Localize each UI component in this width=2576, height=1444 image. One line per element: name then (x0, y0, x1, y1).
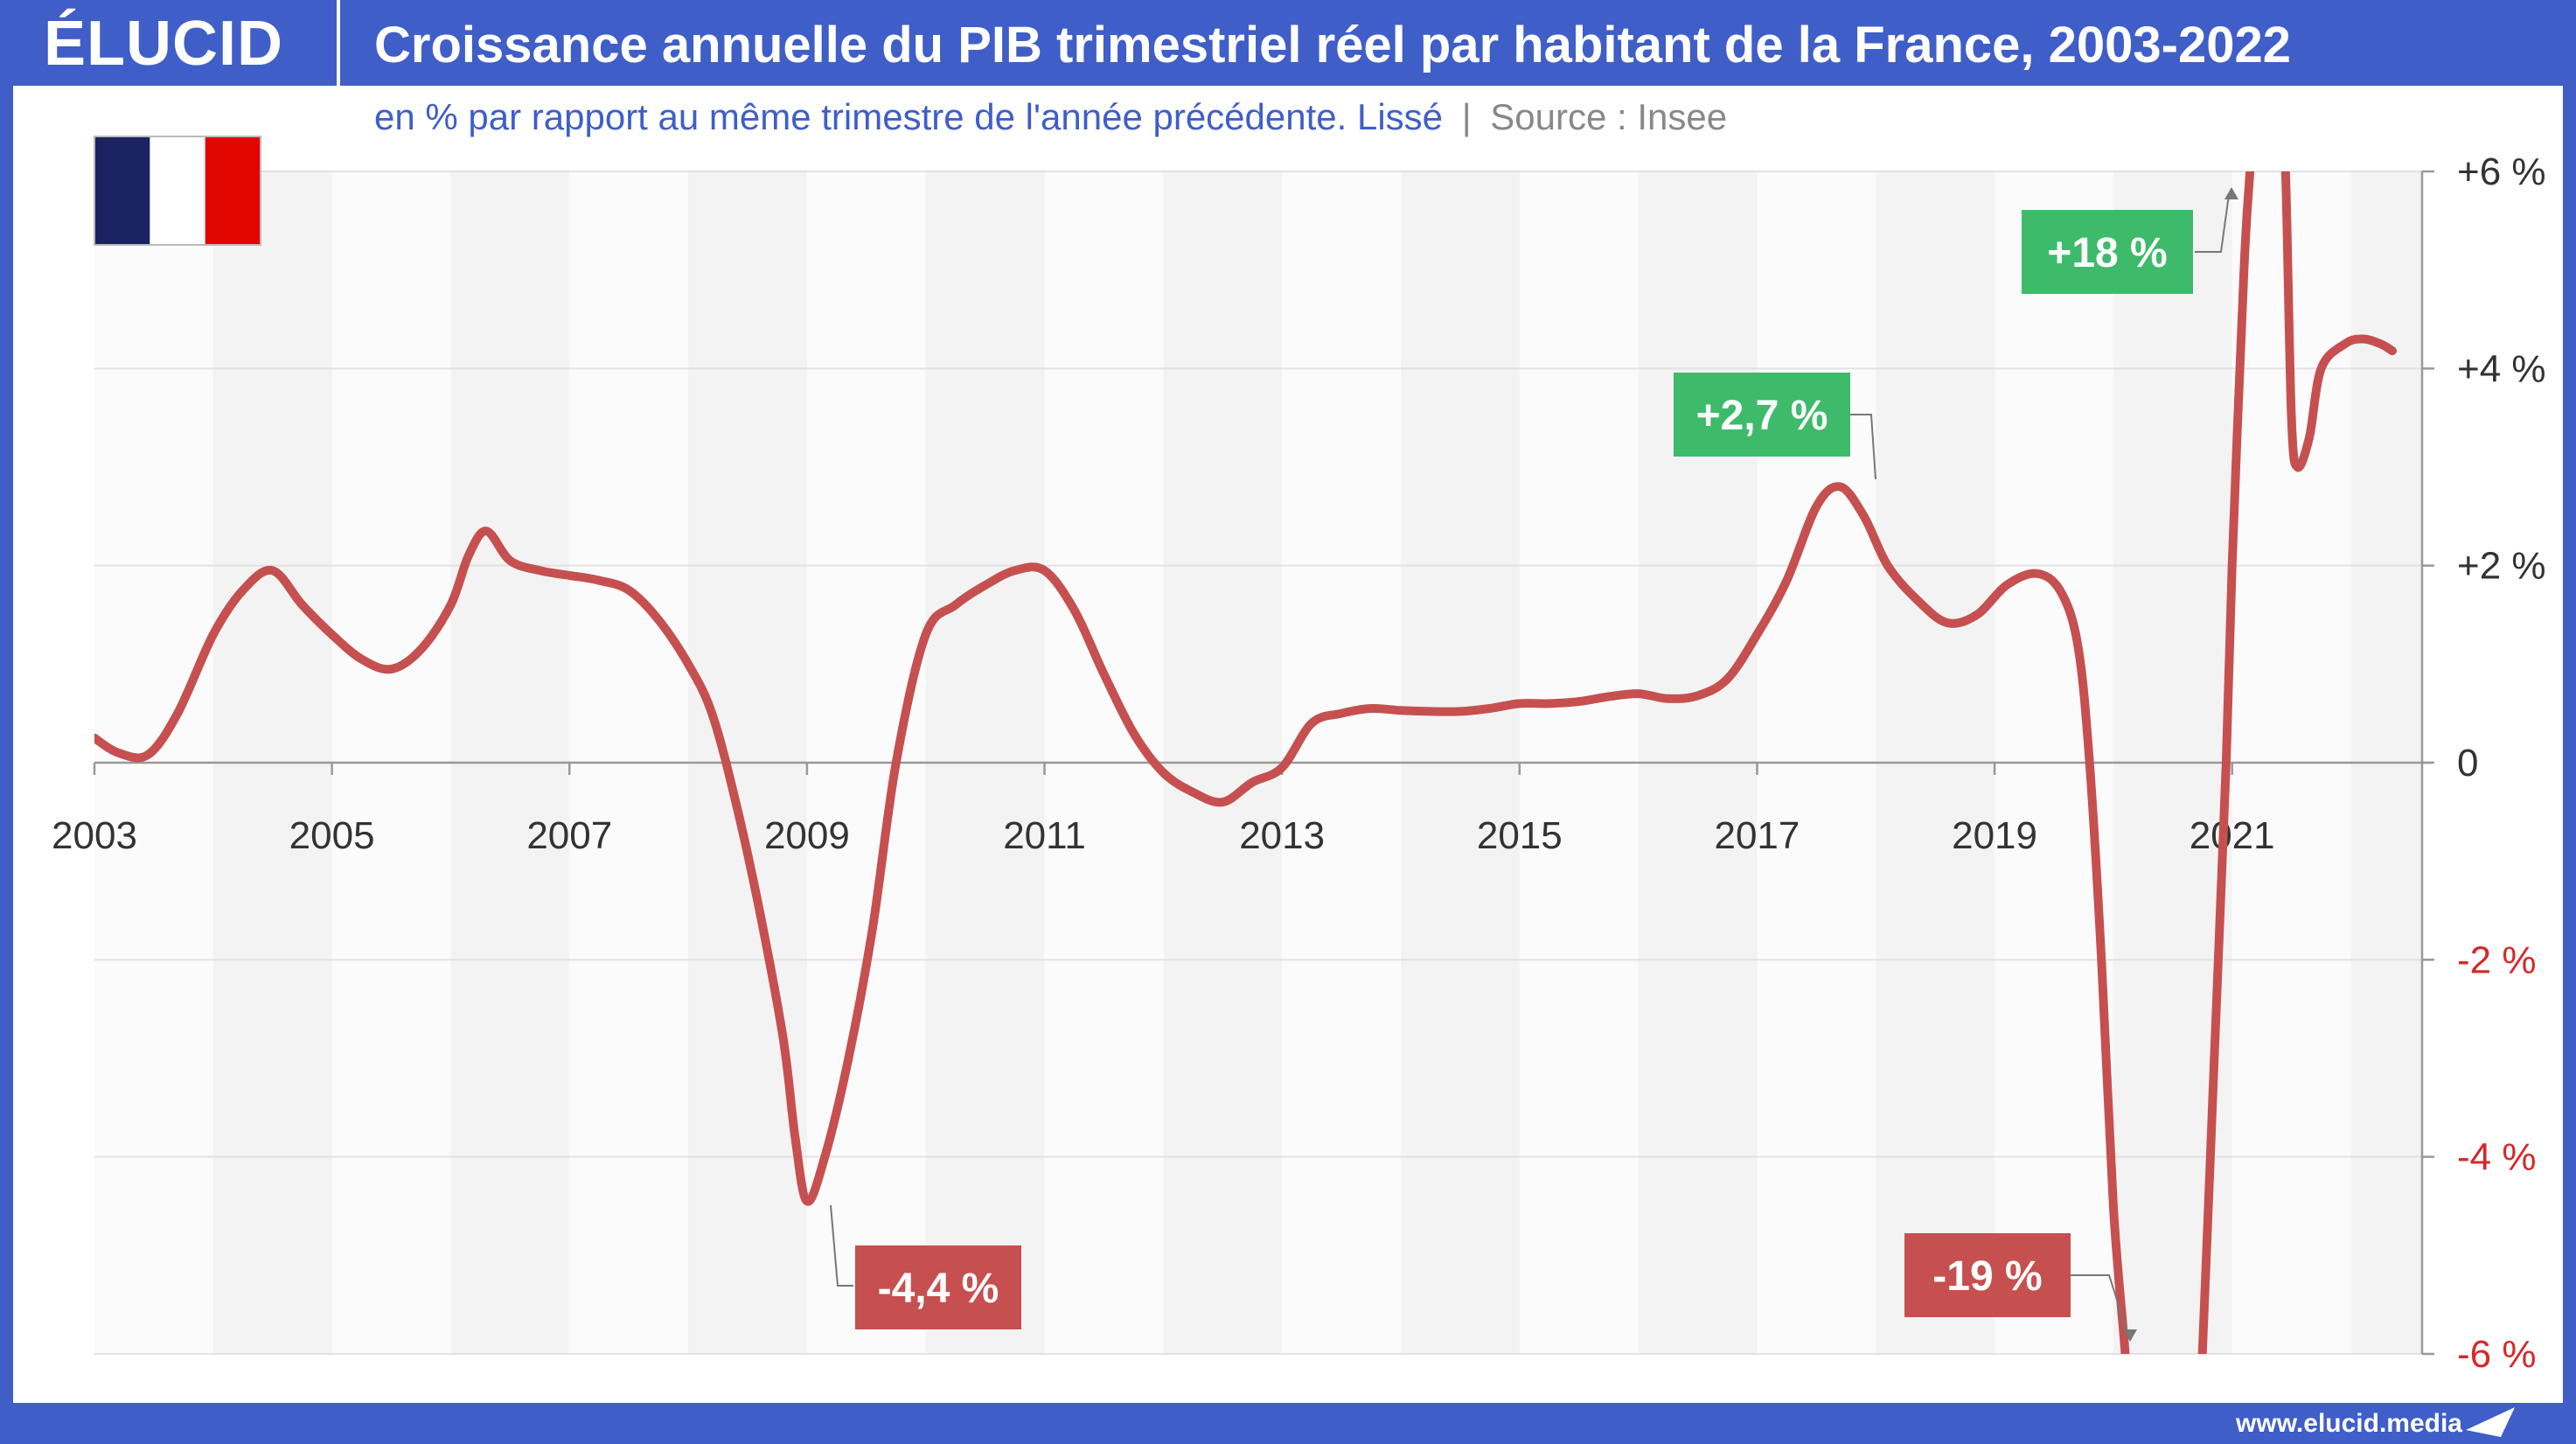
y-tick-label: -2 % (2457, 938, 2536, 981)
y-tick-label: -6 % (2457, 1333, 2536, 1376)
subtitle-separator: | (1461, 96, 1472, 137)
x-tick-label: 2019 (1952, 814, 2037, 857)
annotation-leader (2071, 1274, 2127, 1330)
annotation-arrow (2224, 187, 2238, 199)
annotation-label: +2,7 % (1696, 393, 1828, 439)
series-layer (94, 171, 2397, 1354)
annotation-label: -19 % (1932, 1253, 2042, 1300)
tick-labels: +6 % +4 % +2 % 0 -2 % -4 % -6 % 2003 2005 2007 200… (52, 150, 2545, 1376)
x-tick-label: 2007 (526, 814, 612, 857)
y-tick-label: +2 % (2457, 545, 2546, 588)
x-tick-label: 2011 (1003, 814, 1086, 857)
elucid-arrow-icon (2466, 1407, 2515, 1437)
france-flag-icon (94, 136, 261, 246)
grid-lines (94, 171, 2431, 1355)
x-tick-label: 2005 (289, 814, 375, 857)
y-tick-label: 0 (2457, 742, 2478, 785)
annotation-box (1904, 1233, 2071, 1317)
annotation-leader (1850, 414, 1876, 480)
flag-stripe (94, 136, 150, 245)
subtitle-text: en % par rapport au même trimestre de l'… (374, 96, 1444, 137)
x-tick-label: 2003 (52, 814, 137, 857)
logo-separator (337, 0, 340, 86)
y-tick-label: +4 % (2457, 347, 2546, 390)
x-tick-label: 2009 (764, 814, 850, 857)
annotation-box (855, 1245, 1021, 1329)
annotation-box (1674, 373, 1850, 457)
website-link[interactable]: www.elucid.media (2236, 1409, 2462, 1438)
annotation-label: -4,4 % (878, 1266, 999, 1312)
annotation-label: +18 % (2047, 230, 2167, 276)
flag-stripe (205, 136, 261, 245)
source-text: Source : Insee (1490, 96, 1728, 137)
y-tick-label: +6 % (2457, 150, 2546, 193)
y-tick-label: -4 % (2457, 1136, 2536, 1179)
elucid-logo: ÉLUCID (44, 9, 283, 79)
flag-border (94, 136, 261, 246)
flag-stripe (150, 136, 206, 245)
annotation-box (2022, 210, 2193, 294)
x-tick-label: 2021 (2190, 814, 2275, 857)
x-tick-label: 2015 (1477, 814, 1563, 857)
annotations: +18 % +2,7 % -4,4 % -19 % (830, 187, 2238, 1342)
annotation-arrow (2123, 1329, 2137, 1342)
annotation-leader (830, 1204, 853, 1287)
x-tick-label: 2013 (1239, 814, 1325, 857)
series-line (94, 171, 2397, 1354)
chart-title: Croissance annuelle du PIB trimestriel r… (374, 17, 2291, 73)
x-tick-label: 2017 (1714, 814, 1800, 857)
chart-subtitle: en % par rapport au même trimestre de l'… (374, 96, 1727, 138)
